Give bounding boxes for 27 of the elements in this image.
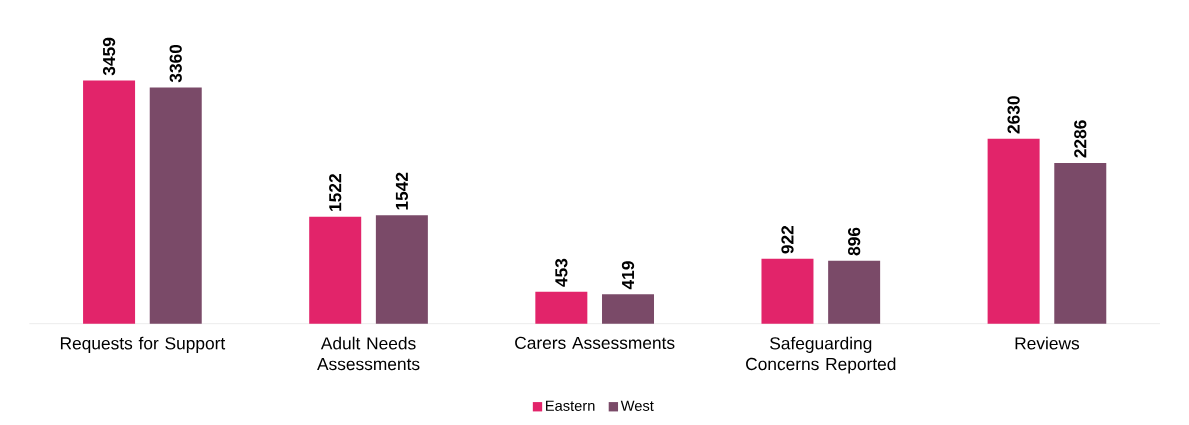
- bar: [375, 215, 428, 324]
- x-tick-label: Reviews: [1015, 336, 1080, 350]
- data-label: 1542: [395, 172, 409, 210]
- data-label: 1522: [329, 174, 342, 211]
- bar: [987, 138, 1040, 324]
- x-tick-label: Adult Needs Assessments: [317, 336, 420, 371]
- x-tick-label: Carers Assessments: [515, 336, 675, 350]
- data-label: 3360: [169, 44, 182, 83]
- bar: [1054, 162, 1107, 324]
- data-label: 3459: [102, 37, 116, 76]
- data-label: 922: [781, 225, 794, 254]
- x-tick-label: Safeguarding Concerns Reported: [746, 336, 896, 374]
- bar: [535, 291, 588, 324]
- data-label: 896: [848, 227, 861, 256]
- x-tick-label: Requests for Support: [60, 336, 226, 353]
- bar: [602, 294, 654, 324]
- bar: [828, 260, 881, 324]
- bar: [149, 87, 202, 324]
- data-label: 453: [555, 258, 568, 287]
- bar: [761, 258, 814, 324]
- data-label: 419: [621, 261, 635, 290]
- data-label: 2630: [1007, 96, 1020, 134]
- bar: [309, 216, 362, 324]
- legend-label: Eastern: [546, 400, 595, 411]
- legend-label: West: [620, 400, 654, 411]
- data-label: 2286: [1074, 120, 1087, 158]
- bar: [83, 80, 136, 324]
